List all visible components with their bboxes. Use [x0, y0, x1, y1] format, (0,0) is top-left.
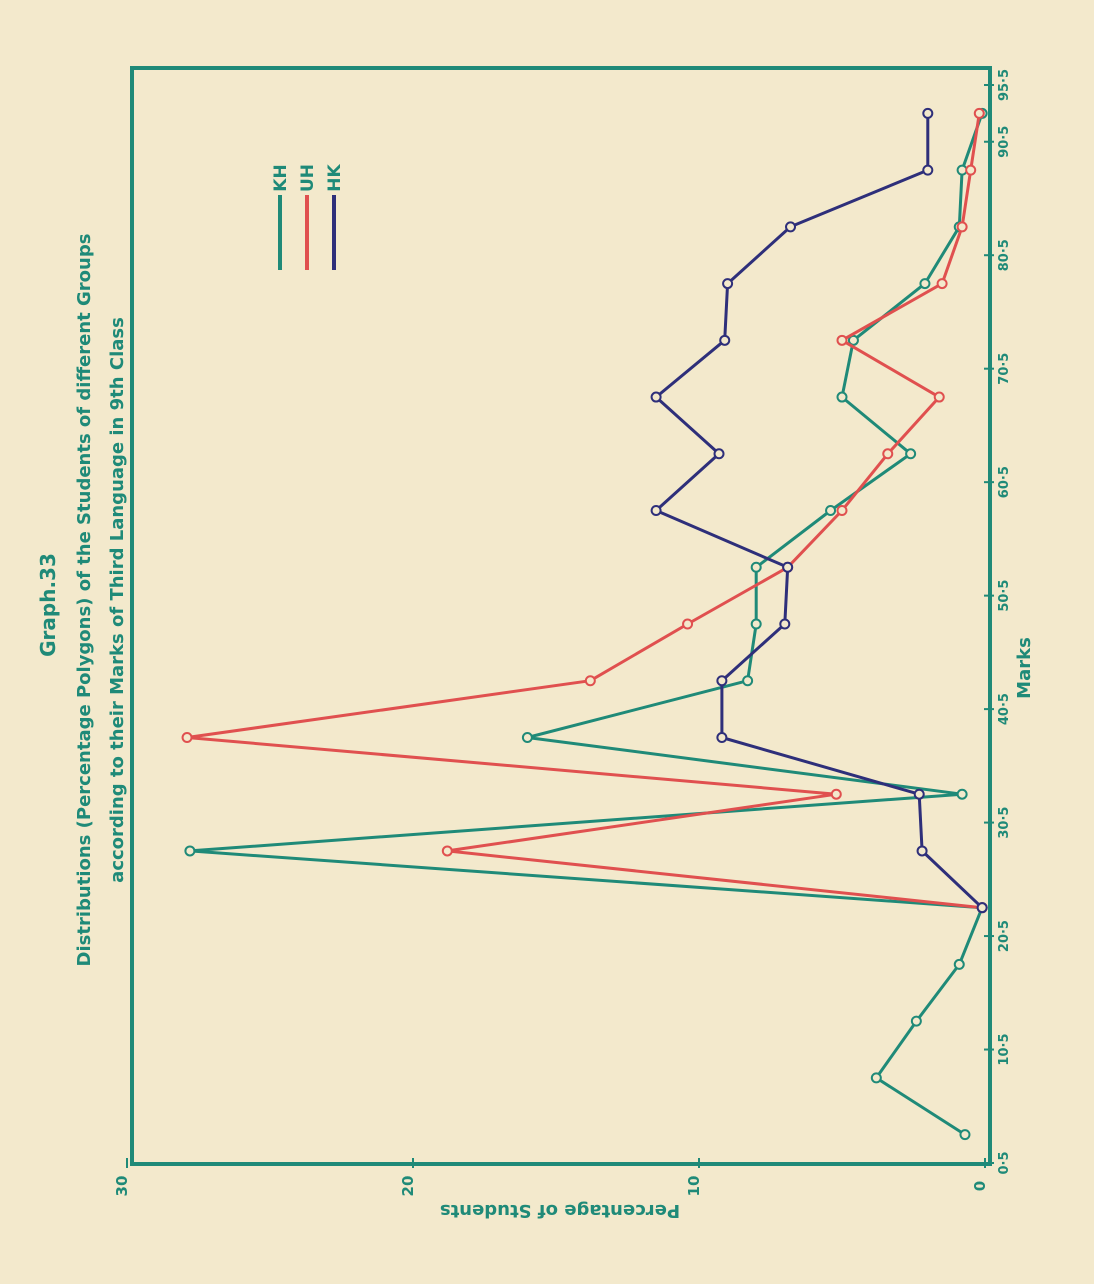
data-point-hk — [713, 448, 725, 460]
data-point-hk — [716, 731, 728, 743]
data-point-kh — [870, 1072, 882, 1084]
y-tick-label: 10 — [685, 1176, 703, 1197]
data-point-hk — [782, 561, 794, 573]
legend-label-hk: HK — [325, 163, 345, 191]
data-point-hk — [922, 107, 934, 119]
data-point-kh — [959, 1129, 971, 1141]
x-tick-label: 0·5 — [997, 1151, 1012, 1174]
data-point-kh — [742, 675, 754, 687]
x-tick-label: 95·5 — [997, 69, 1012, 101]
data-point-uh — [830, 788, 842, 800]
data-point-kh — [953, 958, 965, 970]
x-tick-label: 70·5 — [997, 353, 1012, 385]
data-point-kh — [750, 618, 762, 630]
legend-label-kh: KH — [271, 164, 291, 191]
data-point-uh — [933, 391, 945, 403]
x-tick-label: 20·5 — [997, 920, 1012, 952]
data-point-hk — [785, 221, 797, 233]
data-point-hk — [976, 902, 988, 914]
y-axis-title: Percentage of Students — [440, 1200, 680, 1221]
data-point-hk — [719, 334, 731, 346]
data-point-hk — [916, 845, 928, 857]
series-line-hk — [654, 113, 984, 909]
data-point-hk — [716, 675, 728, 687]
legend-label-uh: UH — [298, 164, 318, 192]
x-axis-title: Marks — [1014, 637, 1035, 699]
data-point-uh — [882, 448, 894, 460]
data-point-uh — [836, 334, 848, 346]
data-point-kh — [910, 1015, 922, 1027]
chart-subtitle-line-1: Distributions (Percentage Polygons) of t… — [74, 234, 95, 967]
data-point-uh — [956, 221, 968, 233]
y-tick-label: 20 — [399, 1176, 417, 1197]
x-tick-label: 10·5 — [997, 1033, 1012, 1065]
data-point-kh — [919, 278, 931, 290]
y-tick-label: 0 — [971, 1181, 989, 1191]
data-point-kh — [905, 448, 917, 460]
y-tick-label: 30 — [113, 1176, 131, 1197]
x-tick-label: 60·5 — [997, 466, 1012, 498]
data-point-uh — [965, 164, 977, 176]
data-point-hk — [779, 618, 791, 630]
series-layer — [181, 107, 988, 1141]
data-point-uh — [181, 731, 193, 743]
chart-subtitle-line-2: according to their Marks of Third Langua… — [107, 317, 128, 883]
data-point-hk — [650, 505, 662, 517]
ticks-layer: 0·5 10·5 20·5 30·5 40·5 50·5 60·5 70·5 80·5 90·5 9… — [113, 69, 1012, 1196]
chart-title: Graph.33 — [36, 553, 60, 657]
data-point-uh — [936, 278, 948, 290]
data-point-kh — [184, 845, 196, 857]
data-point-hk — [913, 788, 925, 800]
legend: KH UH HK — [271, 163, 345, 270]
data-point-uh — [973, 107, 985, 119]
data-point-uh — [682, 618, 694, 630]
data-point-kh — [956, 788, 968, 800]
data-point-hk — [922, 164, 934, 176]
data-point-uh — [441, 845, 453, 857]
data-point-hk — [722, 278, 734, 290]
x-tick-label: 90·5 — [997, 126, 1012, 158]
data-point-kh — [750, 561, 762, 573]
data-point-kh — [521, 731, 533, 743]
data-point-kh — [836, 391, 848, 403]
x-tick-label: 50·5 — [997, 580, 1012, 612]
data-point-kh — [847, 334, 859, 346]
x-tick-label: 40·5 — [997, 693, 1012, 725]
data-point-uh — [836, 505, 848, 517]
data-point-uh — [584, 675, 596, 687]
data-point-kh — [825, 505, 837, 517]
data-point-hk — [650, 391, 662, 403]
plot-frame — [130, 66, 992, 1166]
x-tick-label: 80·5 — [997, 239, 1012, 271]
x-tick-label: 30·5 — [997, 807, 1012, 839]
